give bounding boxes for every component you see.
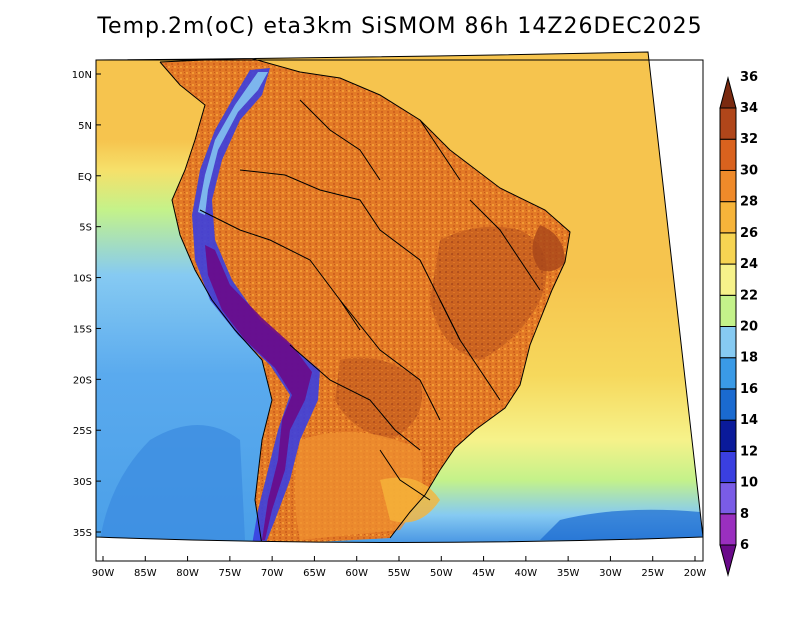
colorbar-segment [719, 419, 737, 452]
colorbar-segment [719, 326, 737, 359]
lon-tick-label: 40W [515, 568, 538, 579]
map-title: Temp.2m(oC) eta3km SiSMOM 86h 14Z26DEC20… [97, 14, 703, 39]
lon-tick-label: 50W [430, 568, 453, 579]
colorbar-label: 36 [740, 70, 758, 85]
colorbar-label: 18 [740, 351, 758, 366]
lat-tick-label: 20S [73, 375, 92, 386]
lon-tick-label: 75W [219, 568, 242, 579]
south-america-land [160, 58, 570, 543]
map-domain [96, 52, 703, 543]
colorbar-label: 28 [740, 195, 758, 210]
country-borders [159, 57, 571, 543]
lat-tick-label: 10S [73, 274, 92, 285]
colorbar: 6 8 10 12 14 16 18 20 22 24 26 28 30 32 34 36 [719, 70, 758, 577]
lat-tick-label: 30S [73, 477, 92, 488]
lon-tick-label: 80W [176, 568, 199, 579]
lat-tick-label: 25S [73, 426, 92, 437]
colorbar-segment [719, 482, 737, 515]
colorbar-label: 32 [740, 132, 758, 147]
lon-tick-label: 45W [472, 568, 495, 579]
colorbar-segment [719, 169, 737, 203]
lon-tick-label: 30W [599, 568, 622, 579]
latitude-axis: 10N 5N EQ 5S 10S 15S 20S 25S 30S 35S [72, 70, 101, 539]
colorbar-label: 34 [740, 101, 758, 116]
colorbar-segment [719, 138, 737, 171]
colorbar-segment [719, 263, 737, 296]
colorbar-label: 30 [740, 163, 758, 178]
colorbar-label: 8 [740, 507, 749, 522]
lat-tick-label: 15S [73, 324, 92, 335]
colorbar-label: 6 [740, 538, 749, 553]
colorbar-label: 20 [740, 320, 758, 335]
lon-tick-label: 90W [92, 568, 115, 579]
lon-tick-label: 60W [345, 568, 368, 579]
colorbar-segment [719, 513, 737, 546]
colorbar-label: 16 [740, 382, 758, 397]
colorbar-segment [719, 201, 737, 234]
colorbar-segment [719, 357, 737, 390]
lon-tick-label: 35W [557, 568, 580, 579]
andes-very-cold-core [205, 245, 312, 540]
lon-tick-label: 85W [134, 568, 157, 579]
lat-tick-label: 10N [72, 70, 92, 81]
lat-tick-label: 5N [78, 121, 92, 132]
cold-ocean-patch [100, 425, 245, 540]
colorbar-max-arrow [719, 76, 737, 109]
lat-tick-label: 5S [79, 223, 92, 234]
colorbar-label: 12 [740, 444, 758, 459]
colorbar-min-arrow [719, 544, 737, 577]
lon-tick-label: 20W [684, 568, 707, 579]
colorbar-label: 24 [740, 257, 758, 272]
lon-tick-label: 55W [388, 568, 411, 579]
colorbar-segment [719, 450, 737, 484]
colorbar-segment [719, 232, 737, 265]
hot-brazil-interior [430, 226, 547, 360]
colorbar-segment [719, 294, 737, 327]
hot-chaco-region [335, 357, 422, 440]
colorbar-segment [719, 107, 737, 140]
colorbar-label: 26 [740, 226, 758, 241]
colorbar-label: 22 [740, 288, 758, 303]
lon-tick-label: 70W [261, 568, 284, 579]
andes-cool-fringe [198, 72, 268, 215]
lon-tick-label: 25W [641, 568, 664, 579]
hot-northeast-region [532, 225, 565, 272]
colorbar-segment [719, 388, 737, 421]
cold-atlantic-patch [540, 509, 703, 540]
lon-tick-label: 65W [303, 568, 326, 579]
lat-tick-label: EQ [78, 172, 92, 183]
uruguay-region [380, 477, 440, 523]
colorbar-label: 14 [740, 413, 758, 428]
colorbar-label: 10 [740, 476, 758, 491]
lat-tick-label: 35S [73, 528, 92, 539]
longitude-axis: 90W 85W 80W 75W 70W 65W 60W 55W 50W 45W 40W 35W 30W 2… [92, 556, 707, 579]
